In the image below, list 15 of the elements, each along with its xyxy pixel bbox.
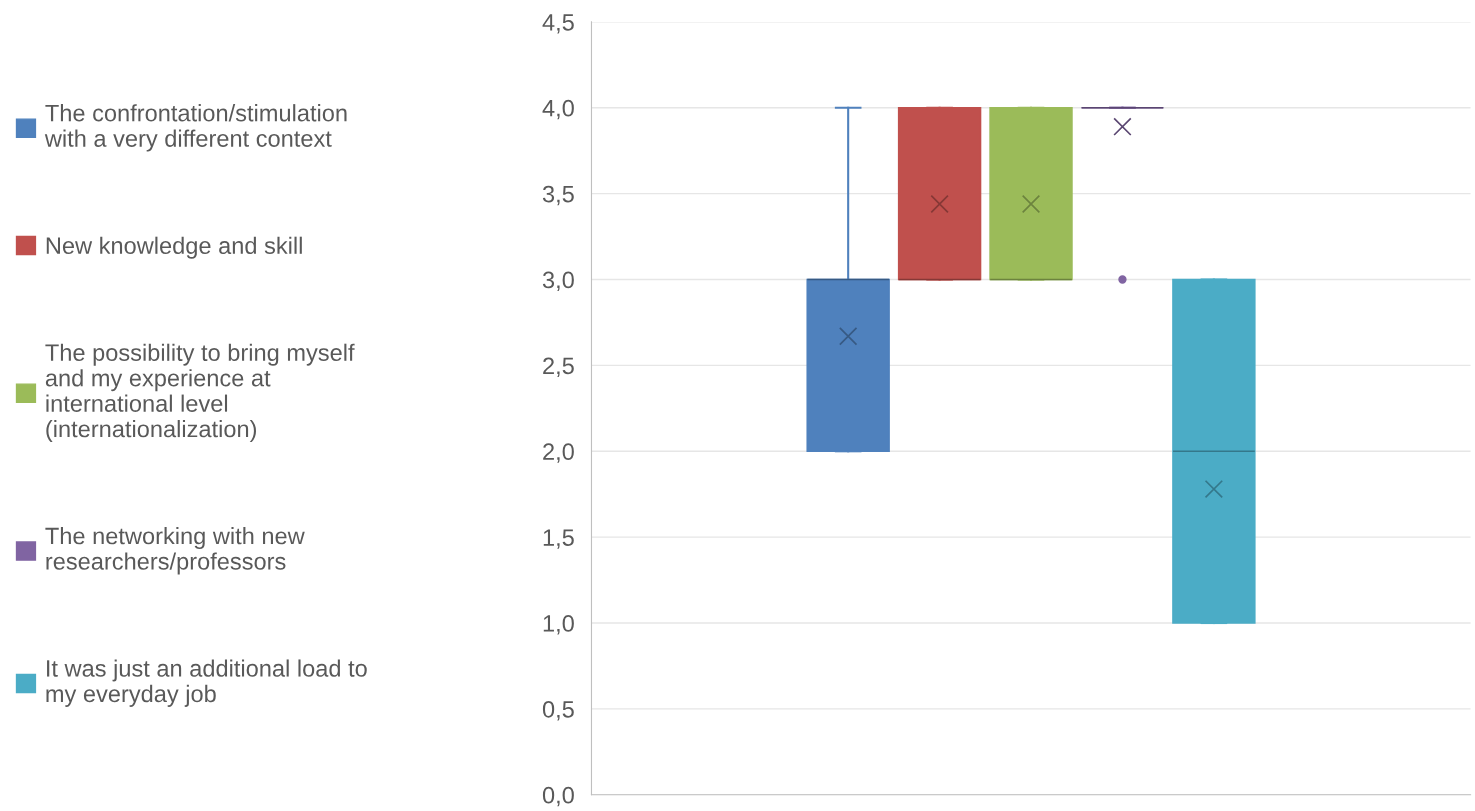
y-tick-label: 0,0 <box>542 786 574 807</box>
y-tick-label: 2,5 <box>543 357 574 377</box>
legend-label: It was just an additional load to my everyday job <box>46 659 367 707</box>
y-tick-label: 3,0 <box>542 271 574 292</box>
legend-label: New knowledge and skill <box>46 236 302 259</box>
legend-label: The confrontation/stimulation with a very different context <box>44 104 347 152</box>
y-tick-label: 4,0 <box>542 99 574 120</box>
y-tick-label: 3,5 <box>542 185 574 206</box>
legend-label: The possibility to bring myself and my experience at international level (internationalization) <box>45 343 355 442</box>
y-tick-label: 4,5 <box>542 14 574 34</box>
y-tick-label: 1,5 <box>543 529 574 549</box>
y-tick-label: 0,5 <box>542 700 574 721</box>
legend-label: The networking with new researchers/professors <box>45 527 305 575</box>
y-tick-label: 2,0 <box>543 443 574 463</box>
y-tick-label: 1,0 <box>543 615 574 635</box>
